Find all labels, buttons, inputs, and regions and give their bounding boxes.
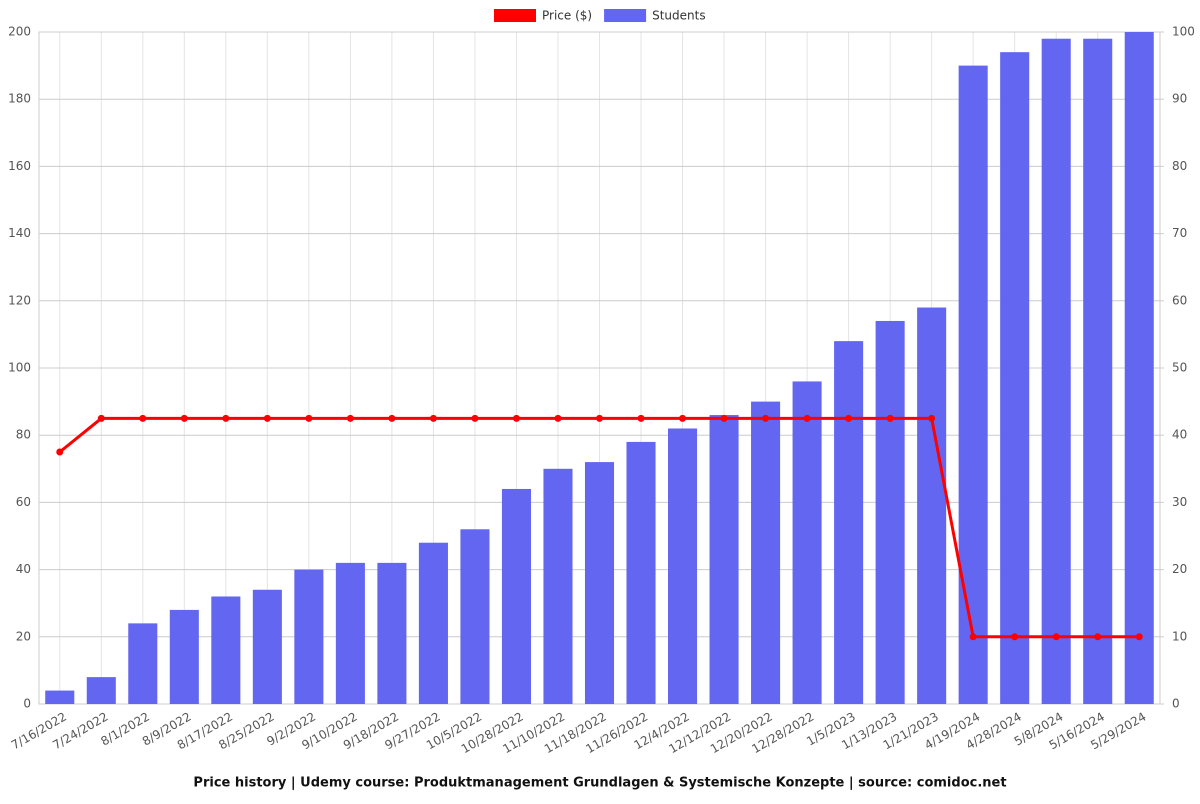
bar	[128, 623, 158, 704]
bar	[792, 381, 822, 704]
bar	[709, 415, 739, 704]
y-tick-label: 120	[8, 293, 31, 307]
price-point	[969, 633, 977, 641]
y-tick-label: 20	[16, 629, 31, 643]
y2-tick-label: 10	[1172, 629, 1187, 643]
y2-tick-label: 100	[1172, 25, 1195, 39]
price-point	[596, 414, 603, 422]
bar	[460, 529, 490, 704]
bar	[834, 341, 864, 704]
price-point	[886, 414, 894, 422]
price-point	[139, 414, 147, 422]
legend-swatch	[494, 9, 536, 22]
bar	[875, 320, 905, 704]
bar	[584, 462, 615, 704]
y2-tick-label: 80	[1172, 159, 1187, 173]
legend-label: Price ($)	[542, 9, 592, 23]
price-point	[845, 414, 853, 422]
price-point	[1094, 633, 1102, 641]
bar	[377, 562, 407, 704]
bar	[1000, 52, 1030, 705]
bar	[751, 401, 781, 704]
bar	[335, 562, 365, 704]
y2-tick-label: 60	[1172, 293, 1187, 307]
price-point	[762, 414, 770, 422]
y2-tick-label: 50	[1172, 361, 1187, 375]
bar	[668, 428, 698, 704]
price-point	[346, 414, 354, 422]
bar	[211, 596, 241, 704]
y-tick-label: 80	[16, 428, 31, 442]
price-point	[679, 414, 687, 422]
bar	[1041, 38, 1071, 705]
y-tick-label: 200	[8, 25, 31, 39]
bar	[501, 488, 531, 704]
bar	[1124, 32, 1154, 704]
y2-tick-label: 30	[1172, 495, 1187, 509]
legend-swatch	[604, 9, 647, 22]
bar	[1083, 38, 1113, 705]
y-tick-label: 100	[8, 361, 31, 375]
y2-tick-label: 70	[1172, 226, 1187, 240]
y2-tick-label: 0	[1172, 697, 1180, 711]
price-point	[222, 414, 230, 422]
bar	[917, 307, 947, 704]
price-point	[97, 414, 105, 422]
y-tick-label: 60	[16, 495, 31, 509]
y-tick-label: 40	[16, 562, 31, 576]
price-point	[637, 414, 645, 422]
bar	[294, 569, 324, 704]
bar	[252, 589, 282, 704]
price-point	[429, 414, 437, 422]
price-point	[512, 414, 520, 422]
chart-title: Price history | Udemy course: Produktman…	[193, 776, 1006, 791]
price-point	[1135, 633, 1143, 641]
y2-tick-label: 90	[1172, 92, 1187, 106]
price-point	[1011, 633, 1019, 641]
bar	[626, 441, 656, 704]
y-tick-label: 160	[8, 159, 31, 173]
y-tick-label: 140	[8, 226, 31, 240]
price-point	[720, 414, 728, 422]
price-point	[56, 448, 64, 456]
bar	[543, 468, 573, 704]
bar	[86, 677, 116, 704]
price-point	[554, 414, 562, 422]
price-point	[1052, 633, 1060, 641]
price-point	[263, 414, 271, 422]
bar	[958, 65, 988, 705]
y2-tick-label: 20	[1172, 562, 1187, 576]
bar	[45, 690, 75, 704]
y-tick-label: 0	[23, 697, 31, 711]
y2-tick-label: 40	[1172, 428, 1187, 442]
bar	[418, 542, 448, 704]
price-point	[471, 414, 479, 422]
legend-label: Students	[652, 9, 706, 23]
price-point	[305, 414, 313, 422]
price-point	[928, 414, 936, 422]
y-tick-label: 180	[8, 92, 31, 106]
price-point	[388, 414, 396, 422]
bar	[169, 609, 199, 704]
price-point	[180, 414, 188, 422]
price-point	[803, 414, 811, 422]
